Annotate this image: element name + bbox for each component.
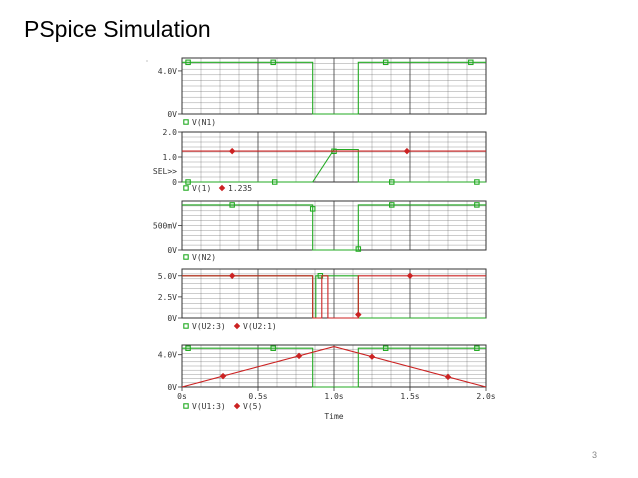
panel-u2-legend-marker — [183, 323, 189, 329]
panel-u1-ytick-label: 4.0V — [158, 351, 177, 360]
panel-v1-series-v-1- — [182, 148, 486, 183]
slide-title: PSpice Simulation — [24, 16, 211, 42]
panel-v1-marker — [389, 179, 395, 185]
panel-n1-marker — [270, 59, 276, 66]
x-axis-title: Time — [324, 412, 343, 421]
panel-v1-ytick-label: 0 — [172, 178, 177, 187]
x-tick-label: 1.0s — [324, 392, 343, 401]
panel-u2-marker — [228, 272, 236, 279]
panel-u1-marker — [270, 345, 276, 351]
panel-u1-legend-marker — [233, 402, 241, 410]
panel-u2-marker — [406, 272, 414, 279]
page-number: 3 — [592, 450, 598, 460]
panel-u2-legend-label: V(U2:1) — [243, 322, 277, 331]
panel-n2-marker — [389, 202, 395, 208]
panel-u1-legend-label: V(5) — [243, 402, 262, 411]
panel-u1-legend-marker — [183, 403, 189, 409]
panel-n2-ytick-label: 0V — [167, 246, 177, 255]
panel-u1-marker — [382, 345, 389, 351]
panel-n2-marker — [309, 206, 316, 212]
panel-u1-series-v-5- — [181, 346, 487, 388]
x-tick-label: 0s — [177, 392, 187, 401]
panel-v1-marker — [403, 147, 411, 155]
panel-u1-series-v-u1-3- — [182, 347, 486, 388]
speck — [146, 60, 148, 62]
panel-n2-legend-label: V(N2) — [192, 253, 216, 262]
x-tick-label: 2.0s — [476, 392, 495, 401]
panel-u1-legend-label: V(U1:3) — [192, 402, 226, 411]
panel-n1-marker — [382, 59, 389, 66]
panel-n2-series-v-n2- — [182, 204, 486, 251]
panel-n1-ytick-label: 4.0V — [158, 67, 177, 76]
panel-u1-marker — [295, 352, 303, 360]
panel-v1-ytick-label: 2.0 — [163, 128, 178, 137]
panel-u1-marker — [219, 372, 227, 380]
panel-v1-sel-label: SEL>> — [153, 167, 177, 176]
panel-u1-marker — [444, 373, 452, 381]
panel-u2-series-v-u2-1- — [182, 275, 486, 319]
panel-n1-legend-marker — [183, 119, 189, 125]
panel-v1-legend-label: V(1) — [192, 184, 211, 193]
panel-n2-marker — [355, 246, 362, 252]
panel-v1-marker — [228, 147, 236, 155]
panel-u1-marker — [474, 345, 480, 351]
panel-u2-ytick-label: 5.0V — [158, 272, 177, 281]
panel-n1-ytick-label: 0V — [167, 110, 177, 119]
panel-n1-marker — [185, 59, 191, 66]
panel-u1-marker — [185, 345, 191, 351]
panel-n1-marker — [468, 59, 474, 66]
panel-v1-legend-marker — [218, 184, 226, 192]
panel-n1-series-v-n1- — [182, 61, 486, 115]
panel-v1-marker — [271, 179, 278, 185]
panel-u2-marker — [355, 311, 362, 318]
x-tick-label: 0.5s — [248, 392, 267, 401]
panel-v1-marker — [185, 179, 191, 185]
panel-v1-ytick-label: 1.0 — [163, 153, 178, 162]
panel-u2-ytick-label: 0V — [167, 314, 177, 323]
panel-n2-marker — [474, 202, 480, 208]
panel-u2-legend-label: V(U2:3) — [192, 322, 226, 331]
panel-n1-legend-label: V(N1) — [192, 118, 216, 127]
panel-u2-legend-marker — [233, 322, 241, 330]
panel-u1-ytick-label: 0V — [167, 383, 177, 392]
panel-n2-ytick-label: 500mV — [153, 222, 177, 231]
panel-n2-legend-marker — [183, 254, 189, 260]
x-tick-label: 1.5s — [400, 392, 419, 401]
panel-u2-ytick-label: 2.5V — [158, 293, 177, 302]
panel-v1-marker — [474, 179, 480, 185]
panel-v1-legend-label: 1.235 — [228, 184, 252, 193]
panel-u1-marker — [368, 353, 376, 360]
panel-n2-marker — [229, 202, 235, 208]
panel-v1-legend-marker — [183, 185, 189, 191]
